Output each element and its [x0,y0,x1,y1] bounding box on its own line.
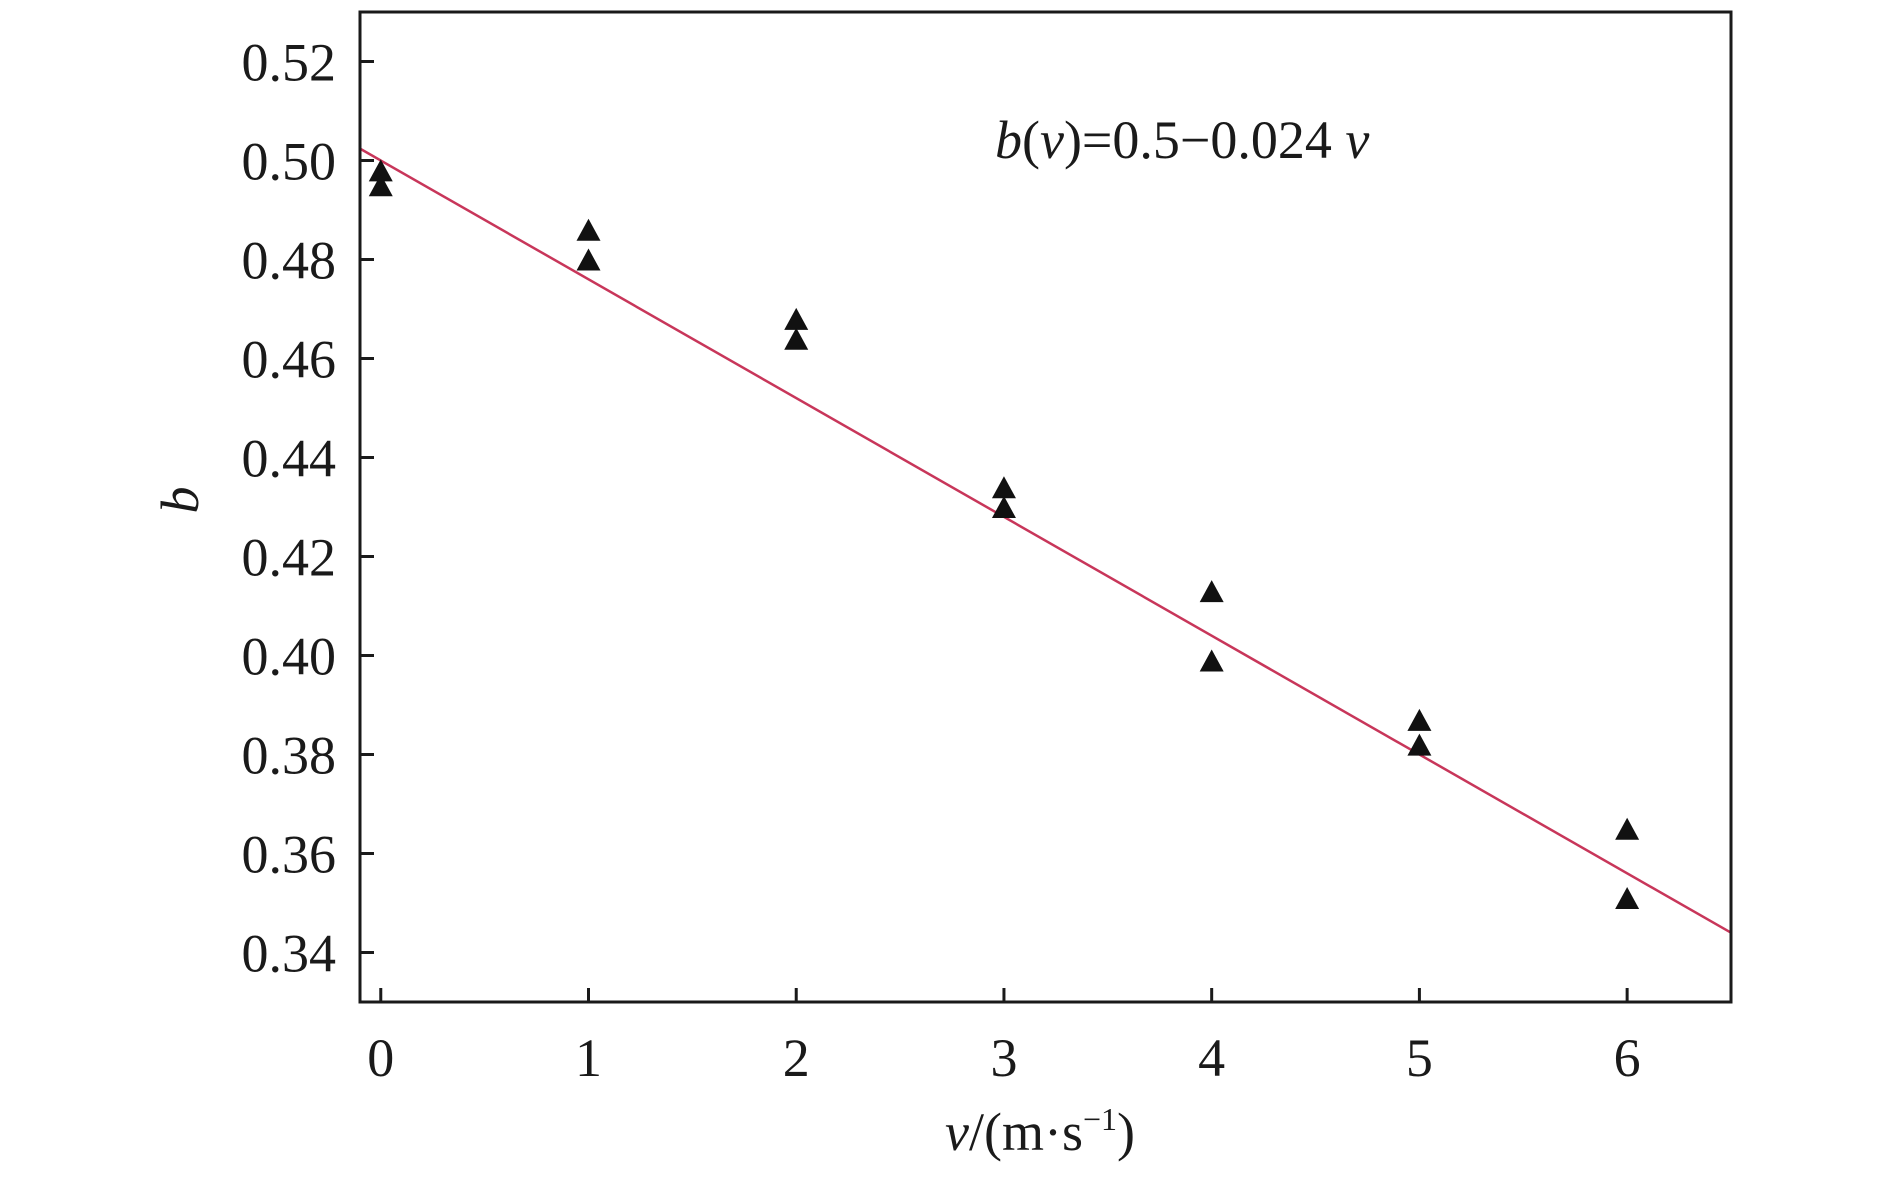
data-point [576,248,601,271]
y-tick-label: 0.50 [242,132,337,192]
y-tick-label: 0.44 [242,429,337,489]
x-tick-label: 1 [575,1028,602,1088]
y-tick-label: 0.34 [242,924,337,984]
y-tick-label: 0.36 [242,825,337,885]
y-tick-label: 0.48 [242,231,337,291]
x-axis-label-unit: /(m·s [969,1102,1083,1162]
data-point [1199,649,1224,672]
y-axis-label: b [150,487,210,514]
data-point [1615,887,1640,910]
x-tick-label: 6 [1614,1028,1641,1088]
x-tick-label: 0 [367,1028,394,1088]
data-point [1407,733,1432,756]
fit-eq-v: v [1040,110,1064,170]
x-tick-label: 4 [1198,1028,1225,1088]
x-tick-label: 5 [1406,1028,1433,1088]
x-axis-label-exp: −1 [1083,1101,1117,1137]
x-tick-label: 3 [990,1028,1017,1088]
y-tick-label: 0.52 [242,33,337,93]
x-axis-label-close: ) [1117,1102,1135,1162]
x-axis-label-var: v [945,1102,969,1162]
data-point [368,159,393,182]
data-point [991,476,1016,499]
data-point [1199,580,1224,603]
x-tick-label: 2 [783,1028,810,1088]
data-point [784,307,809,330]
y-tick-label: 0.46 [242,330,337,390]
fit-eq-v2: v [1345,110,1369,170]
points-layer [368,159,1640,910]
data-point [368,174,393,197]
fit-equation: b(v)=0.5−0.024 v [995,110,1369,170]
fit-line [359,147,1732,934]
fit-eq-open: ( [1022,110,1040,170]
fit-layer [359,147,1732,934]
axes-layer: 0 1 2 3 4 5 6 0.34 0.36 0.38 0.40 0.42 0.44 0.46 0.48 0… [242,10,1733,1088]
data-point [991,496,1016,518]
x-axis-label: v/(m·s−1) [945,1101,1135,1162]
data-point [1407,708,1432,731]
data-point [1615,817,1640,840]
y-tick-label: 0.42 [242,528,337,588]
fit-eq-b: b [995,110,1022,170]
data-point [784,327,809,350]
plot-frame [358,10,1733,1004]
data-point [576,218,601,241]
fit-eq-rest: )=0.5−0.024 [1064,110,1345,170]
y-tick-label: 0.40 [242,627,337,687]
y-tick-label: 0.38 [242,726,337,786]
